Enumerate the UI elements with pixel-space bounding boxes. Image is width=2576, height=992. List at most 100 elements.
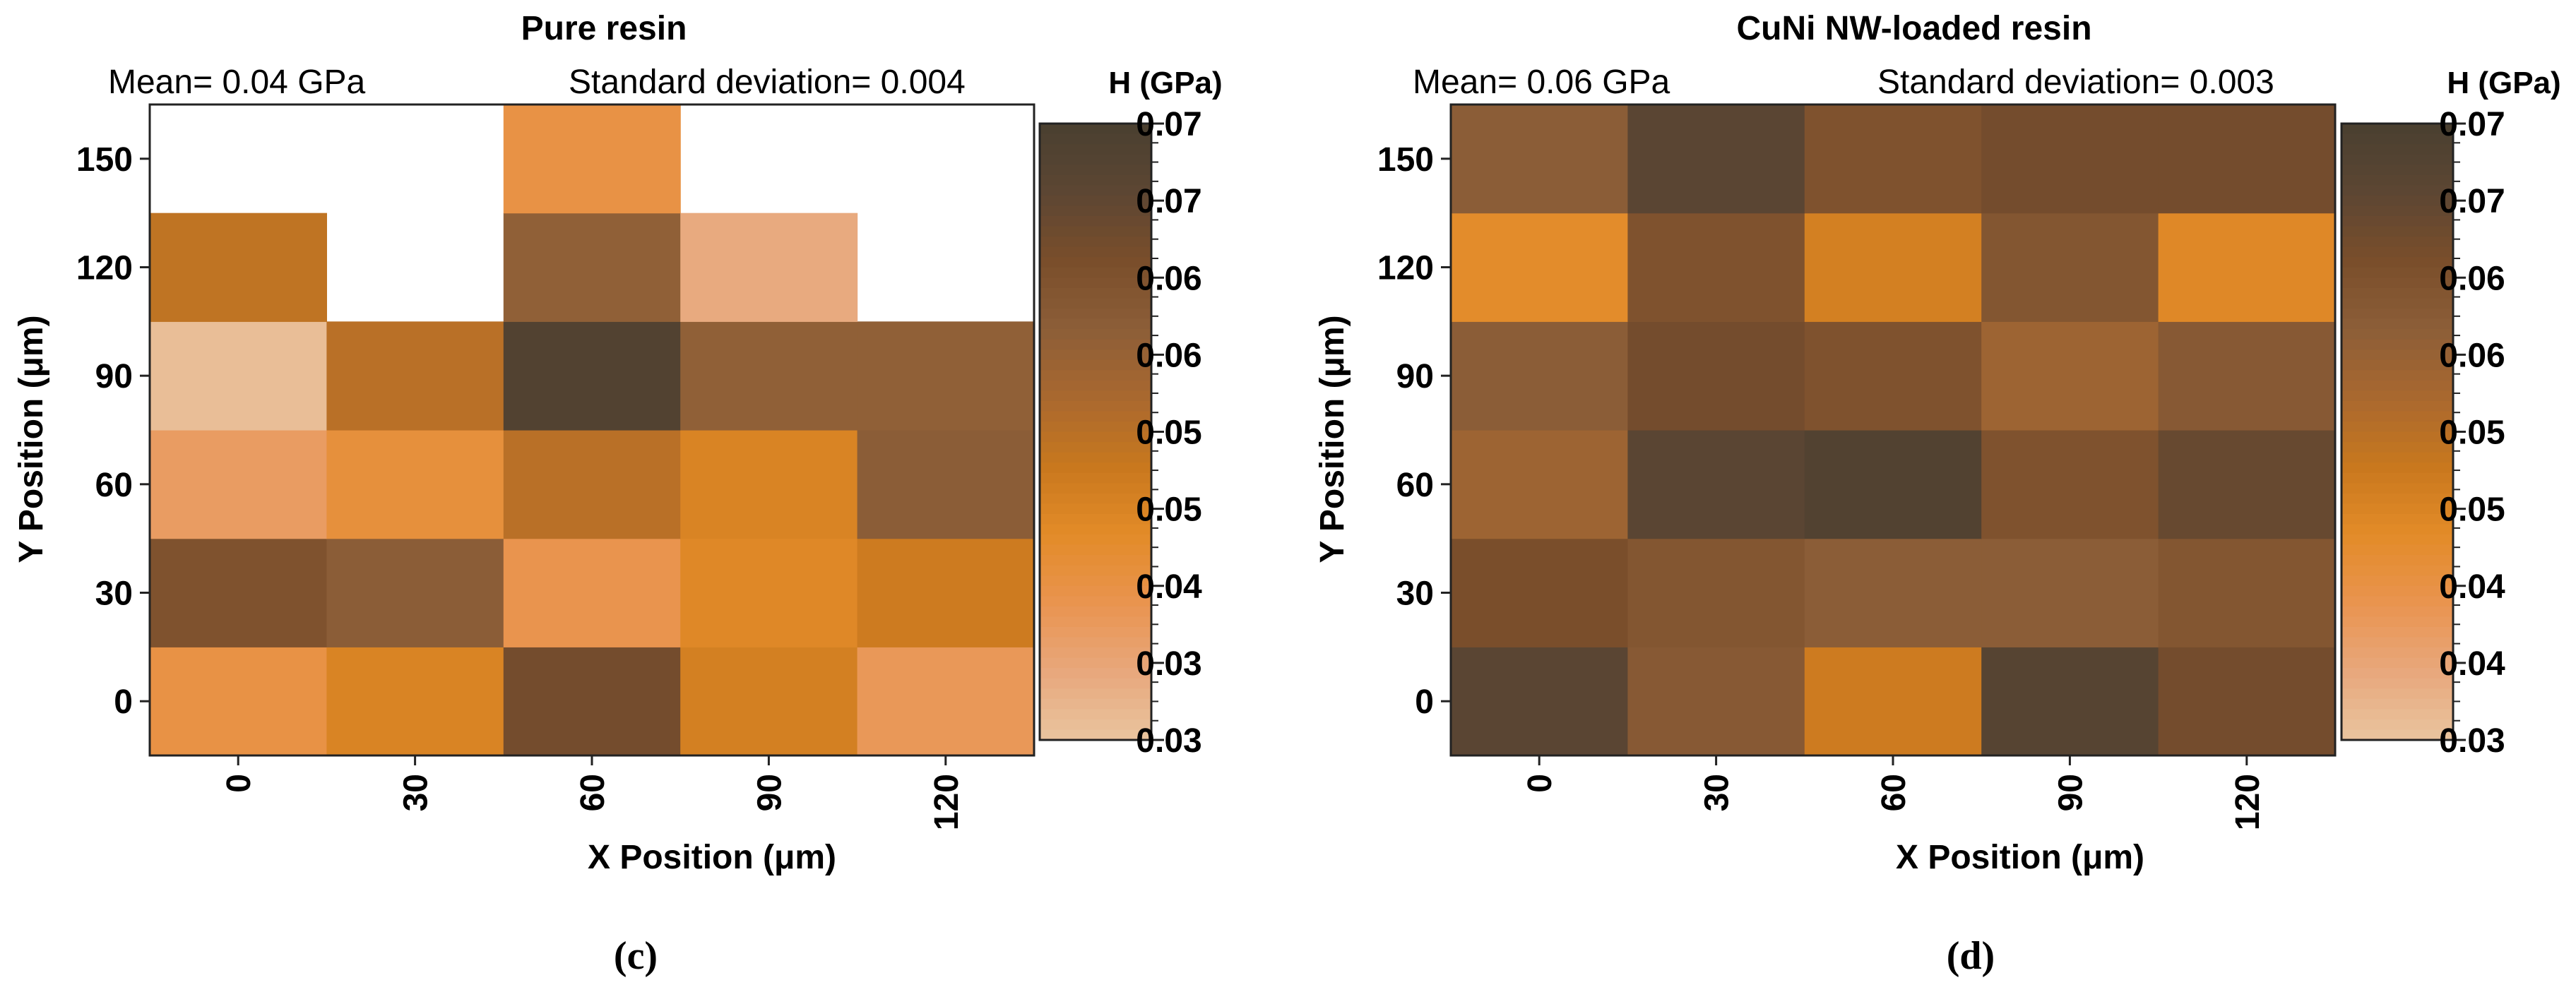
colorbar-band [2341, 205, 2453, 217]
colorbar-band [1040, 442, 1151, 453]
heatmap-cell [680, 321, 858, 431]
colorbar-tick-label: 0.03 [1136, 722, 1201, 760]
colorbar-band [2341, 308, 2453, 320]
colorbar-band [2341, 421, 2453, 433]
colorbar-band [1040, 462, 1151, 474]
colorbar-band [1040, 237, 1151, 248]
heatmap-cell [503, 429, 681, 539]
y-axis-label: Y Position (μm) [13, 315, 50, 563]
x-axis-label: X Position (μm) [588, 839, 836, 876]
colorbar-band [2341, 215, 2453, 227]
heatmap-cell [857, 647, 1035, 756]
colorbar-band [2341, 585, 2453, 597]
colorbar-band [2341, 246, 2453, 258]
colorbar-band [2341, 698, 2453, 710]
heatmap-cell [1981, 213, 2159, 322]
heatmap-cell [1981, 429, 2159, 539]
heatmap-cell [680, 538, 858, 647]
heatmap-cells [150, 104, 1035, 756]
y-tick-label: 120 [76, 249, 133, 287]
colorbar-band [1040, 616, 1151, 628]
heatmap-cell [1627, 647, 1805, 756]
colorbar-band [2341, 575, 2453, 587]
colorbar-band [1040, 165, 1151, 176]
colorbar-band [2341, 257, 2453, 268]
colorbar-band [1040, 431, 1151, 443]
colorbar-band [2341, 472, 2453, 484]
y-tick-label: 30 [1396, 575, 1434, 612]
colorbar-tick-label: 0.05 [2439, 414, 2505, 452]
colorbar-band [1040, 729, 1151, 741]
heatmap-cell [1981, 321, 2159, 431]
colorbar-band [1040, 287, 1151, 299]
colorbar-band [2341, 165, 2453, 176]
colorbar-band [1040, 678, 1151, 689]
colorbar-band [1040, 657, 1151, 669]
y-tick-label: 0 [1415, 683, 1434, 721]
heatmap-cell [1981, 104, 2159, 214]
heatmap-cell [1451, 321, 1628, 431]
panel-caption: (c) [614, 934, 658, 978]
colorbar-band [1040, 565, 1151, 576]
colorbar-band [1040, 709, 1151, 720]
heatmap-cell [1627, 213, 1805, 322]
colorbar-band [2341, 729, 2453, 741]
colorbar-tick-label: 0.07 [2439, 106, 2505, 143]
heatmap-cell [1804, 647, 1982, 756]
colorbar-band [1040, 513, 1151, 525]
colorbar-band [1040, 124, 1151, 135]
x-tick-label: 120 [2229, 774, 2267, 830]
colorbar-band [1040, 596, 1151, 607]
colorbar-tick-label: 0.06 [1136, 260, 1201, 297]
heatmap-cell [2158, 213, 2336, 322]
x-tick-label: 90 [751, 774, 788, 811]
colorbar-band [2341, 719, 2453, 731]
colorbar-title: H (GPa) [2447, 66, 2560, 100]
colorbar-band [2341, 678, 2453, 689]
heatmap-cell [503, 104, 681, 214]
heatmap-cell [2158, 647, 2336, 756]
colorbar-tick-label: 0.06 [1136, 337, 1201, 374]
colorbar-band [1040, 390, 1151, 402]
colorbar-band [1040, 411, 1151, 422]
heatmap-cell [503, 213, 681, 322]
colorbar-band [2341, 298, 2453, 309]
heatmap-cell [326, 429, 504, 539]
colorbar-band [1040, 185, 1151, 196]
x-tick-label: 60 [574, 774, 612, 811]
colorbar-band [1040, 215, 1151, 227]
colorbar-band [1040, 534, 1151, 546]
colorbar-band [2341, 668, 2453, 679]
heatmap-cell [857, 321, 1035, 431]
colorbar-band [2341, 534, 2453, 546]
colorbar-band [2341, 431, 2453, 443]
colorbar-band [2341, 277, 2453, 289]
colorbar-tick-label: 0.05 [1136, 491, 1201, 529]
heatmap-cell [1981, 538, 2159, 647]
colorbar-band [2341, 195, 2453, 206]
colorbar-band [1040, 380, 1151, 391]
heatmap-cell [1981, 647, 2159, 756]
colorbar-band [2341, 606, 2453, 617]
colorbar-band [1040, 575, 1151, 587]
colorbar-tick-label: 0.03 [1136, 645, 1201, 683]
colorbar-band [2341, 339, 2453, 350]
y-tick-label: 150 [76, 141, 133, 179]
colorbar-band [1040, 452, 1151, 463]
colorbar-band [1040, 329, 1151, 340]
x-axis: 0 30 60 90 120 [1521, 755, 2267, 830]
x-tick-label: 30 [398, 774, 435, 811]
colorbar-tick-label: 0.04 [2439, 568, 2505, 606]
heatmap-cell [2158, 538, 2336, 647]
x-tick-label: 90 [2052, 774, 2089, 811]
colorbar-band [2341, 555, 2453, 566]
colorbar-band [1040, 544, 1151, 556]
colorbar-band [1040, 257, 1151, 268]
heatmap-cell [503, 538, 681, 647]
heatmap-cell [1627, 538, 1805, 647]
colorbar-band [2341, 616, 2453, 628]
colorbar-band [2341, 359, 2453, 371]
colorbar-band [1040, 308, 1151, 320]
colorbar-band [2341, 626, 2453, 638]
